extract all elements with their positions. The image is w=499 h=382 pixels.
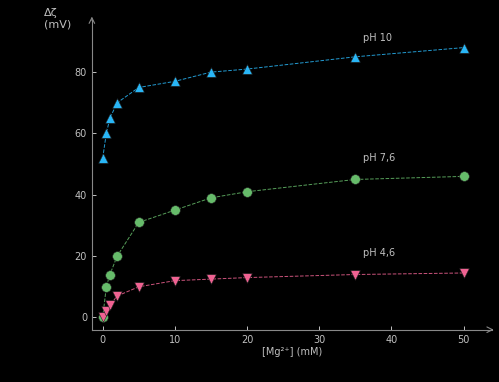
Point (243, 66, 251, 72)
Point (351, 272, 359, 278)
Point (171, 278, 179, 284)
Point (207, 69, 215, 75)
Point (460, 45, 468, 51)
Point (102, 130, 110, 136)
Point (351, 176, 359, 183)
Text: pH 4,6: pH 4,6 (363, 248, 395, 258)
Point (135, 284, 143, 290)
Point (207, 195, 215, 201)
Point (171, 207, 179, 213)
Point (243, 189, 251, 195)
X-axis label: [Mg²⁺] (mM): [Mg²⁺] (mM) (262, 347, 322, 357)
Point (113, 293, 121, 299)
Point (113, 100, 121, 106)
Point (106, 272, 114, 278)
Point (99, 314, 107, 320)
Text: pH 10: pH 10 (363, 33, 392, 44)
Point (99, 155, 107, 161)
Point (460, 173, 468, 180)
Point (135, 84, 143, 91)
Point (106, 302, 114, 308)
Point (171, 78, 179, 84)
Point (207, 276, 215, 282)
Point (351, 54, 359, 60)
Point (102, 284, 110, 290)
Text: pH 7,6: pH 7,6 (363, 153, 395, 163)
Point (106, 115, 114, 121)
Point (460, 270, 468, 276)
Point (102, 308, 110, 314)
Point (99, 314, 107, 320)
Point (113, 253, 121, 259)
Point (243, 275, 251, 281)
Y-axis label: Δζ
(mV): Δζ (mV) (44, 8, 71, 29)
Point (135, 219, 143, 225)
